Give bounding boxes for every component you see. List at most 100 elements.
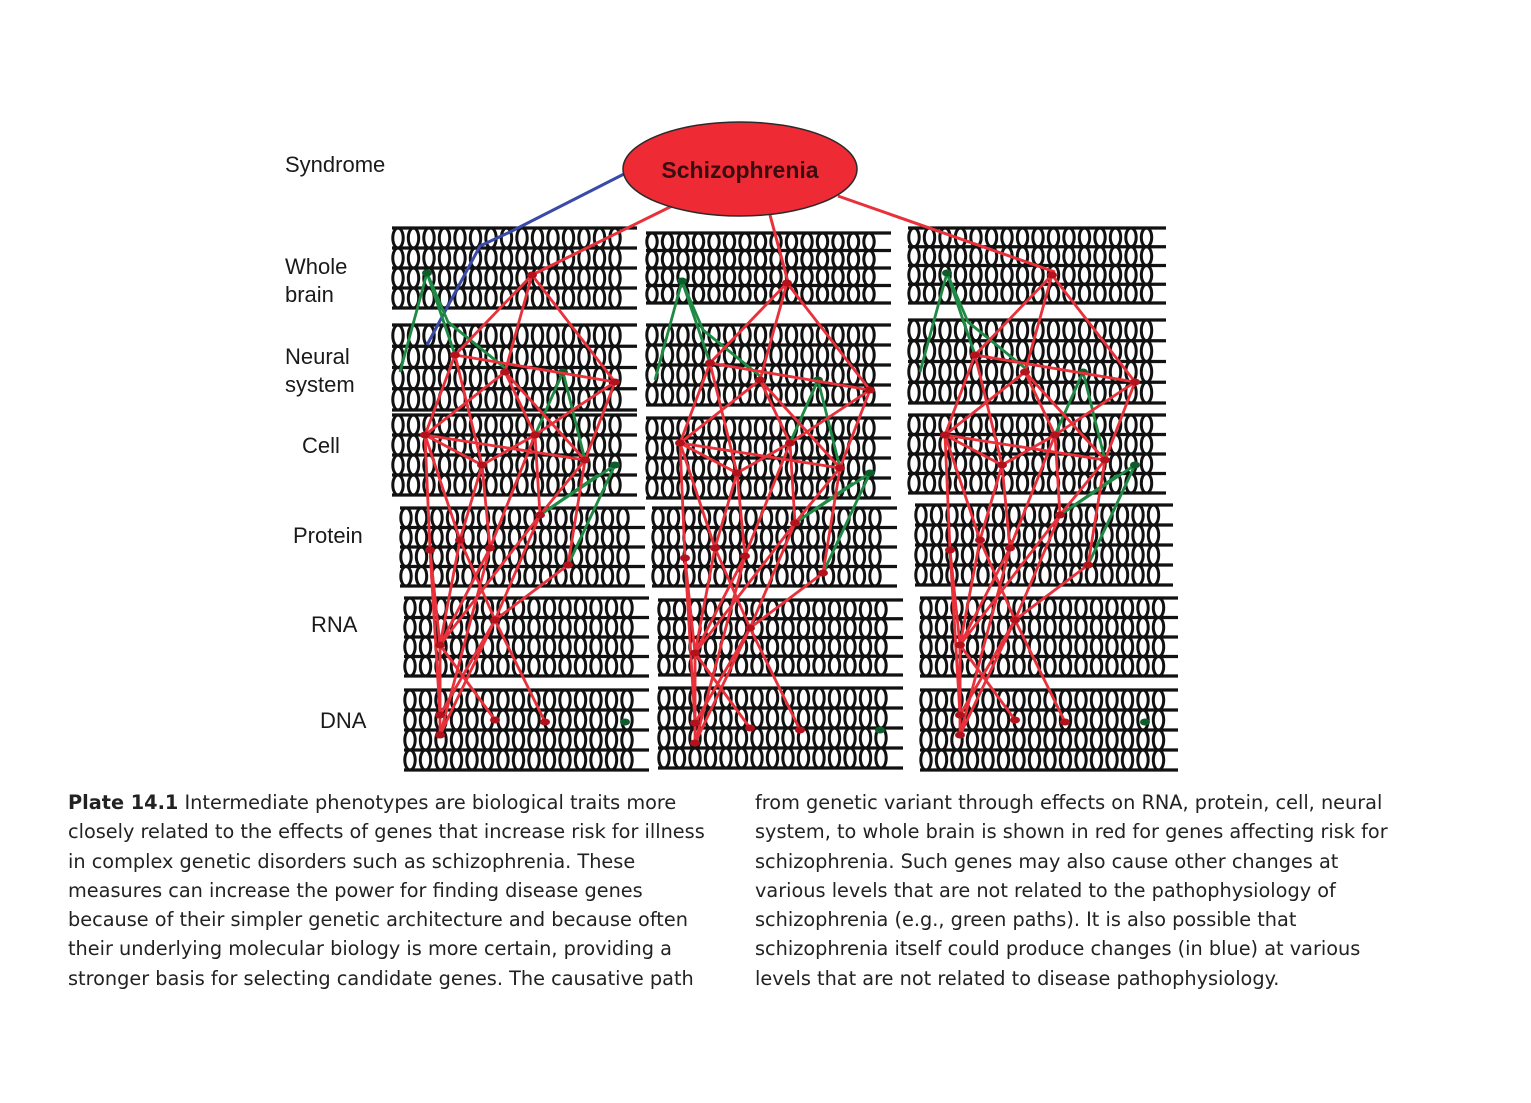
network-node bbox=[540, 718, 550, 726]
network-node bbox=[970, 351, 980, 359]
network-node bbox=[455, 536, 465, 544]
disease-path bbox=[713, 547, 752, 629]
other-path bbox=[945, 272, 977, 356]
network-node bbox=[1010, 616, 1020, 624]
network-grid bbox=[645, 231, 891, 305]
disease-path bbox=[758, 282, 789, 381]
network-node bbox=[620, 718, 630, 726]
disease-path bbox=[423, 434, 462, 541]
disease-path bbox=[566, 459, 587, 566]
disease-path bbox=[693, 522, 797, 654]
disease-path bbox=[1014, 563, 1089, 622]
disease-path bbox=[821, 467, 842, 574]
network-node bbox=[865, 386, 875, 394]
disease-path bbox=[678, 442, 717, 549]
disease-path bbox=[438, 619, 497, 736]
disease-path bbox=[503, 371, 587, 461]
disease-path bbox=[1023, 371, 1107, 461]
disease-path bbox=[1050, 274, 1137, 383]
disease-path bbox=[423, 434, 432, 551]
syndrome-effect-path bbox=[425, 172, 625, 346]
disease-path bbox=[838, 389, 872, 469]
disease-path bbox=[458, 464, 484, 541]
disease-path bbox=[423, 354, 457, 436]
disease-path bbox=[458, 539, 497, 621]
disease-path bbox=[480, 464, 492, 549]
network-node bbox=[975, 536, 985, 544]
disease-path bbox=[944, 433, 1106, 462]
disease-path bbox=[438, 514, 542, 646]
network-node bbox=[530, 431, 540, 439]
other-path bbox=[653, 279, 761, 381]
disease-path bbox=[438, 644, 497, 721]
network-node bbox=[1083, 561, 1093, 569]
network-node bbox=[677, 277, 687, 285]
network-node bbox=[875, 726, 885, 734]
disease-path bbox=[453, 354, 484, 466]
disease-path bbox=[758, 379, 792, 444]
disease-path bbox=[530, 274, 617, 383]
disease-path bbox=[785, 282, 872, 391]
other-path bbox=[1059, 473, 1119, 517]
disease-path bbox=[978, 539, 1017, 621]
network-node bbox=[690, 649, 700, 657]
disease-path bbox=[438, 547, 492, 646]
level-label-dna: DNA bbox=[320, 708, 367, 733]
network-grid bbox=[399, 506, 645, 588]
network-node bbox=[782, 279, 792, 287]
disease-path bbox=[1023, 371, 1057, 436]
network-node bbox=[610, 378, 620, 386]
disease-path bbox=[736, 441, 791, 475]
network-node bbox=[527, 271, 537, 279]
other-path bbox=[794, 481, 854, 525]
disease-path bbox=[748, 627, 802, 731]
network-node bbox=[818, 569, 828, 577]
disease-path bbox=[481, 433, 536, 467]
level-label-protein: Protein bbox=[293, 523, 363, 548]
disease-path bbox=[678, 362, 712, 444]
disease-path bbox=[837, 194, 1056, 274]
disease-path bbox=[583, 381, 617, 461]
network-node bbox=[690, 719, 700, 727]
disease-path bbox=[693, 555, 747, 654]
network-node bbox=[1020, 368, 1030, 376]
network-node bbox=[940, 431, 950, 439]
network-node bbox=[435, 731, 445, 739]
caption-column-1: Plate 14.1 Intermediate phenotypes are b… bbox=[68, 788, 708, 993]
other-path bbox=[425, 272, 457, 356]
caption-text-1: Intermediate phenotypes are biological t… bbox=[68, 791, 705, 990]
disease-path bbox=[538, 459, 587, 516]
disease-path bbox=[1000, 464, 1012, 549]
network-node bbox=[1130, 378, 1140, 386]
network-node bbox=[425, 546, 435, 554]
other-path bbox=[680, 280, 712, 364]
network-node bbox=[835, 464, 845, 472]
disease-path bbox=[735, 472, 747, 557]
disease-path bbox=[758, 379, 842, 469]
network-node bbox=[745, 624, 755, 632]
disease-path bbox=[958, 539, 982, 646]
disease-path bbox=[693, 652, 752, 729]
disease-path bbox=[424, 433, 586, 462]
disease-path bbox=[683, 557, 697, 724]
network-grid bbox=[907, 226, 1166, 305]
disease-path bbox=[973, 354, 1004, 466]
disease-path bbox=[743, 442, 792, 557]
disease-path bbox=[789, 388, 871, 445]
disease-path bbox=[488, 434, 537, 549]
disease-path bbox=[708, 362, 739, 474]
disease-path bbox=[493, 514, 542, 621]
network-node bbox=[997, 461, 1007, 469]
disease-path bbox=[1023, 274, 1054, 373]
disease-path bbox=[428, 549, 442, 716]
network-node bbox=[732, 469, 742, 477]
disease-path bbox=[973, 274, 1054, 356]
disease-path bbox=[679, 378, 761, 445]
network-grid bbox=[907, 318, 1166, 405]
network-node bbox=[490, 716, 500, 724]
disease-path bbox=[713, 472, 739, 549]
disease-path bbox=[943, 434, 952, 551]
disease-path bbox=[1053, 434, 1062, 516]
disease-path bbox=[958, 514, 1062, 646]
